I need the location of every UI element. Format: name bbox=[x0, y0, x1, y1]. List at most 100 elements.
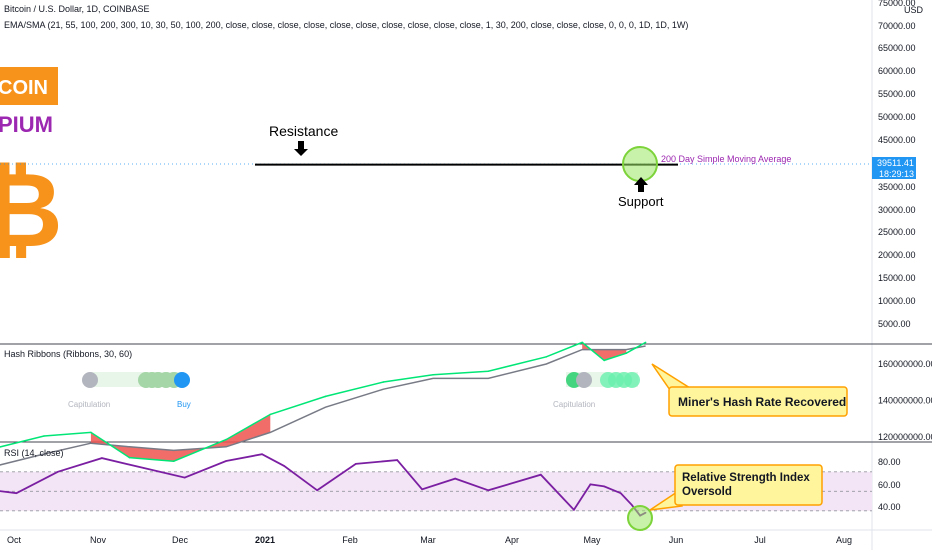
rsi-point bbox=[540, 473, 542, 476]
hash-point bbox=[625, 352, 628, 355]
price-tick-label: 50000.00 bbox=[878, 112, 916, 122]
rsi-point bbox=[15, 492, 18, 495]
hash-point bbox=[382, 381, 385, 383]
rsi-point bbox=[101, 457, 103, 459]
resistance-label: Resistance bbox=[269, 123, 338, 139]
rsi-axis[interactable]: 80.00 60.00 40.00 bbox=[878, 457, 901, 512]
hash-point bbox=[487, 370, 490, 373]
price-tick-label: 5000.00 bbox=[878, 319, 911, 329]
hash-signals: Capitulation Buy Capitulation bbox=[68, 372, 640, 409]
time-axis-label: Jun bbox=[669, 535, 684, 545]
signal-dot bbox=[624, 372, 640, 388]
hash-point bbox=[43, 435, 45, 437]
hash-panel bbox=[0, 341, 647, 466]
hash-panel-title: Hash Ribbons (Ribbons, 30, 60) bbox=[4, 349, 132, 359]
resistance-arrow-icon bbox=[294, 141, 308, 156]
last-price-tag bbox=[872, 157, 916, 179]
hash-callout-text: Miner's Hash Rate Recovered bbox=[678, 395, 846, 409]
capitulation-fill-1 bbox=[90, 414, 271, 462]
time-axis-label: May bbox=[583, 535, 601, 545]
rsi-point bbox=[589, 483, 592, 486]
logo-line1: COIN bbox=[0, 77, 48, 99]
rsi-point bbox=[487, 489, 490, 492]
price-tick-label: 70000.00 bbox=[878, 21, 916, 31]
rsi-point bbox=[421, 488, 423, 491]
support-highlight-circle bbox=[622, 146, 658, 182]
last-price-value: 39511.41 bbox=[877, 158, 914, 168]
hash-point bbox=[545, 356, 548, 358]
support-arrow-icon bbox=[634, 177, 648, 192]
hash-tick-label: 160000000.00 bbox=[878, 359, 932, 369]
price-tick-label: 65000.00 bbox=[878, 43, 916, 53]
hash-fast-ribbon bbox=[0, 341, 646, 462]
rsi-point bbox=[225, 460, 227, 462]
symbol-title: Bitcoin / U.S. Dollar, 1D, COINBASE bbox=[4, 4, 150, 14]
time-axis-label: Dec bbox=[172, 535, 189, 545]
sma-label: 200 Day Simple Moving Average bbox=[661, 154, 791, 164]
rsi-callout-line2: Oversold bbox=[682, 486, 732, 498]
signal-dot bbox=[82, 372, 98, 388]
hash-point bbox=[225, 438, 227, 441]
hash-tick-label: 140000000.00 bbox=[878, 396, 932, 406]
hash-point bbox=[581, 341, 583, 344]
time-axis-label: Nov bbox=[90, 535, 107, 545]
hash-point bbox=[644, 341, 647, 344]
rsi-callout: Relative Strength Index Oversold bbox=[649, 464, 823, 511]
rsi-point bbox=[396, 459, 399, 461]
hash-point bbox=[324, 395, 327, 398]
rsi-point bbox=[261, 453, 263, 456]
rsi-tick-label: 40.00 bbox=[878, 502, 901, 512]
indicator-legend: EMA/SMA (21, 55, 100, 200, 300, 10, 30, … bbox=[4, 20, 688, 30]
rsi-tick-label: 80.00 bbox=[878, 457, 901, 467]
price-tick-label: 25000.00 bbox=[878, 227, 916, 237]
hash-point bbox=[432, 374, 434, 376]
buy-signal-dot bbox=[174, 372, 190, 388]
rsi-point bbox=[183, 476, 186, 479]
rsi-tick-label: 60.00 bbox=[878, 480, 901, 490]
logo-banner bbox=[0, 67, 58, 105]
time-axis[interactable]: Oct Nov Dec 2021 Feb Mar Apr May Jun Jul Aug bbox=[7, 535, 852, 545]
price-tick-label: 15000.00 bbox=[878, 273, 916, 283]
hash-point bbox=[90, 431, 92, 434]
hash-point bbox=[128, 456, 131, 459]
price-tick-label: 20000.00 bbox=[878, 250, 916, 260]
rsi-point bbox=[620, 492, 622, 495]
time-axis-label: Oct bbox=[7, 535, 22, 545]
price-tick-label: 30000.00 bbox=[878, 205, 916, 215]
hash-point bbox=[172, 460, 175, 463]
time-axis-label: Feb bbox=[342, 535, 358, 545]
capitulation-label-1: Capitulation bbox=[68, 400, 110, 409]
price-countdown: 18:29:13 bbox=[879, 169, 914, 179]
hash-tick-label: 120000000.00 bbox=[878, 432, 932, 442]
rsi-callout-box bbox=[674, 464, 823, 506]
time-axis-label: Mar bbox=[420, 535, 436, 545]
buy-label: Buy bbox=[177, 400, 191, 409]
rsi-point bbox=[142, 467, 145, 469]
rsi-point bbox=[355, 463, 357, 465]
bitcoin-logo-icon: ₿ bbox=[0, 149, 63, 271]
rsi-point bbox=[603, 485, 605, 488]
hash-callout: Miner's Hash Rate Recovered bbox=[651, 363, 848, 417]
rsi-highlight-circle bbox=[627, 505, 653, 531]
annotations: Resistance Support 200 Day Simple Moving… bbox=[255, 123, 791, 209]
logo-line2: PIUM bbox=[0, 112, 53, 137]
hash-callout-pointer bbox=[651, 363, 693, 391]
price-tick-label: 45000.00 bbox=[878, 135, 916, 145]
rsi-point bbox=[283, 465, 285, 467]
hash-axis[interactable]: 160000000.00 140000000.00 120000000.00 bbox=[878, 359, 932, 442]
signal-dot bbox=[576, 372, 592, 388]
price-tick-label: 60000.00 bbox=[878, 66, 916, 76]
hash-point bbox=[269, 413, 272, 416]
price-axis-unit: USD bbox=[904, 5, 924, 15]
price-tick-label: 35000.00 bbox=[878, 182, 916, 192]
rsi-point bbox=[57, 471, 59, 473]
time-axis-label: Apr bbox=[505, 535, 519, 545]
time-axis-label: Jul bbox=[754, 535, 766, 545]
time-axis-label: Aug bbox=[836, 535, 852, 545]
price-tick-label: 75000.00 bbox=[878, 0, 916, 8]
price-tick-label: 55000.00 bbox=[878, 89, 916, 99]
rsi-panel-title: RSI (14, close) bbox=[4, 448, 64, 458]
